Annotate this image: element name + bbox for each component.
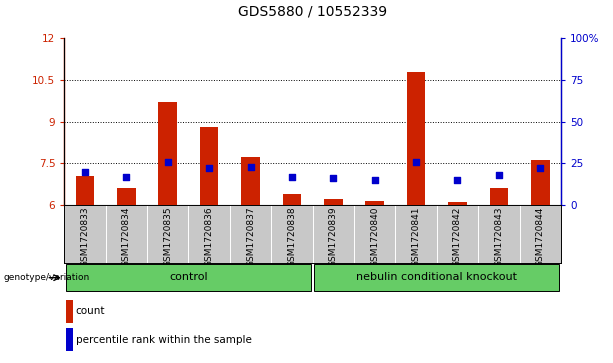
Bar bbox=[531, 160, 549, 205]
Bar bbox=[365, 201, 384, 205]
Point bbox=[452, 177, 462, 183]
Text: genotype/variation: genotype/variation bbox=[3, 273, 89, 282]
Point bbox=[121, 174, 131, 180]
Point bbox=[163, 159, 173, 164]
Bar bbox=[490, 188, 508, 205]
Text: GSM1720839: GSM1720839 bbox=[329, 207, 338, 268]
Bar bbox=[66, 328, 72, 351]
Bar bbox=[200, 127, 218, 205]
Point bbox=[287, 174, 297, 180]
Bar bbox=[324, 199, 343, 205]
Text: GSM1720835: GSM1720835 bbox=[163, 207, 172, 268]
Bar bbox=[117, 188, 135, 205]
Text: GSM1720842: GSM1720842 bbox=[453, 207, 462, 267]
Bar bbox=[448, 202, 466, 205]
Text: GSM1720837: GSM1720837 bbox=[246, 207, 255, 268]
Text: GSM1720838: GSM1720838 bbox=[287, 207, 297, 268]
Text: GSM1720843: GSM1720843 bbox=[494, 207, 503, 267]
Bar bbox=[283, 194, 301, 205]
Text: GSM1720841: GSM1720841 bbox=[411, 207, 421, 267]
Text: GSM1720840: GSM1720840 bbox=[370, 207, 379, 267]
Text: percentile rank within the sample: percentile rank within the sample bbox=[75, 335, 251, 344]
Text: GSM1720833: GSM1720833 bbox=[80, 207, 89, 268]
Text: GSM1720844: GSM1720844 bbox=[536, 207, 545, 267]
Point bbox=[80, 169, 90, 175]
Point bbox=[370, 177, 379, 183]
FancyBboxPatch shape bbox=[314, 264, 560, 291]
FancyBboxPatch shape bbox=[66, 264, 311, 291]
Bar bbox=[66, 300, 72, 323]
Bar bbox=[242, 157, 260, 205]
Text: control: control bbox=[169, 272, 208, 282]
Bar bbox=[159, 102, 177, 205]
Point bbox=[411, 159, 421, 164]
Point bbox=[494, 172, 504, 178]
Text: GSM1720834: GSM1720834 bbox=[122, 207, 131, 267]
Bar bbox=[407, 72, 425, 205]
Point bbox=[535, 166, 545, 171]
Text: GDS5880 / 10552339: GDS5880 / 10552339 bbox=[238, 4, 387, 18]
Text: GSM1720836: GSM1720836 bbox=[205, 207, 214, 268]
Point bbox=[246, 164, 256, 170]
Text: nebulin conditional knockout: nebulin conditional knockout bbox=[356, 272, 517, 282]
Text: count: count bbox=[75, 306, 105, 317]
Bar bbox=[76, 176, 94, 205]
Point bbox=[204, 166, 214, 171]
Point bbox=[329, 175, 338, 181]
